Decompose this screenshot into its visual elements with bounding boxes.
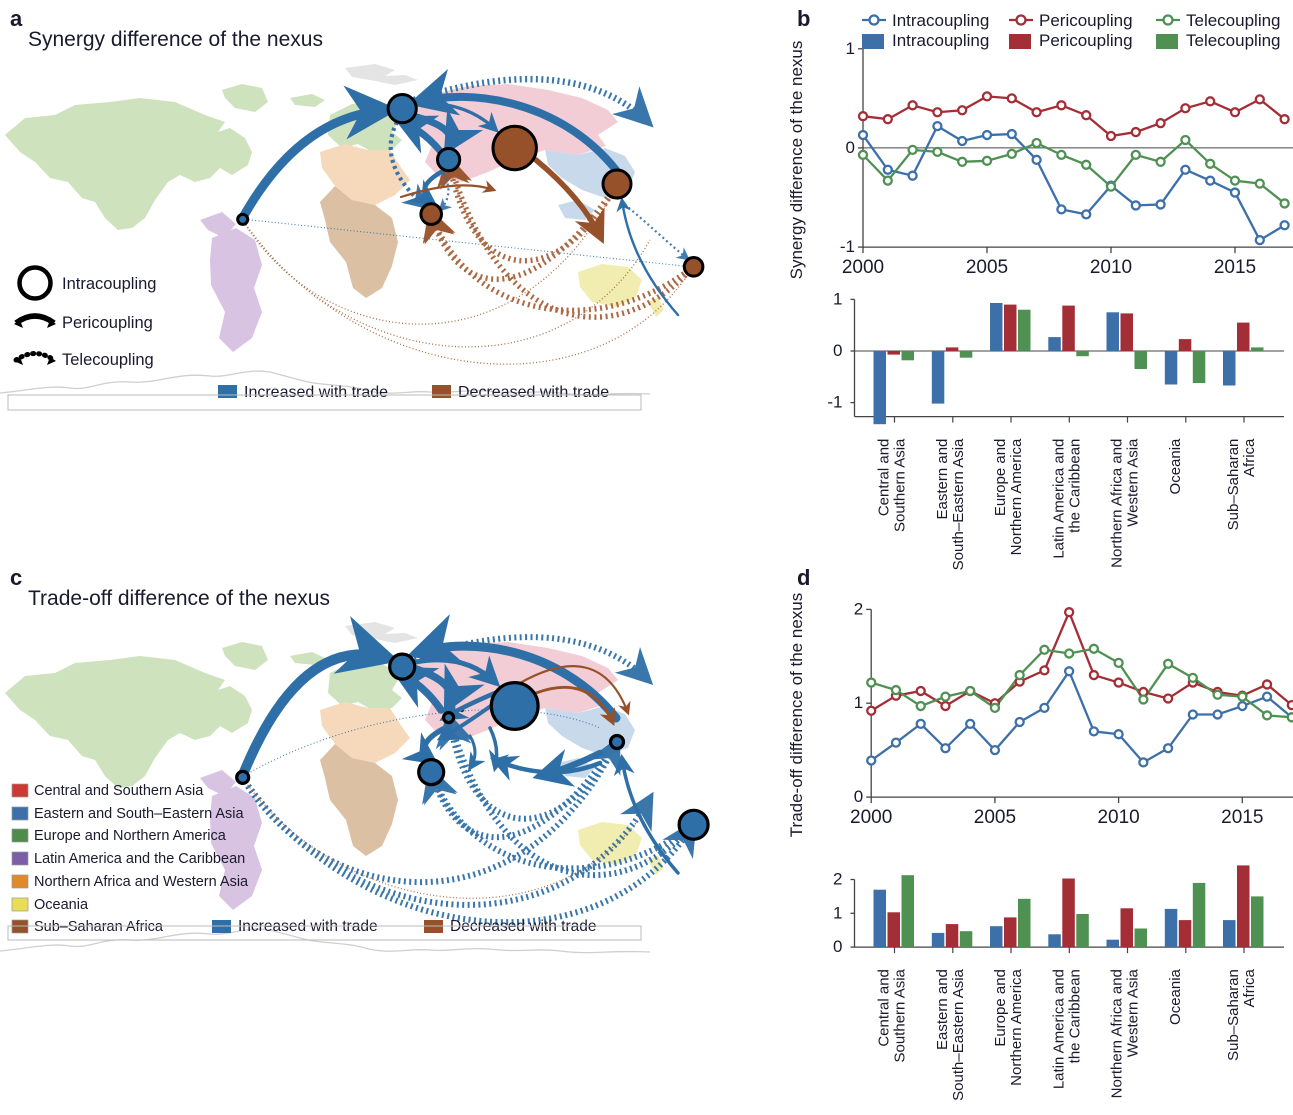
svg-text:Oceania: Oceania (1167, 438, 1184, 495)
svg-text:Central and: Central and (876, 439, 893, 517)
svg-text:Pericoupling: Pericoupling (1039, 31, 1133, 50)
svg-text:2010: 2010 (1097, 807, 1139, 828)
svg-text:Europe and: Europe and (992, 969, 1009, 1047)
svg-text:Intracoupling: Intracoupling (892, 11, 989, 30)
svg-text:Eastern and: Eastern and (934, 969, 951, 1050)
svg-text:1: 1 (854, 693, 863, 712)
svg-text:2005: 2005 (974, 807, 1016, 828)
svg-text:Sub–Saharan: Sub–Saharan (1225, 439, 1242, 531)
svg-text:2: 2 (833, 870, 842, 889)
svg-text:2015: 2015 (1221, 807, 1263, 828)
svg-text:Telecoupling: Telecoupling (1186, 31, 1281, 50)
svg-text:Africa: Africa (1241, 438, 1258, 477)
svg-text:South–Eastern Asia: South–Eastern Asia (950, 438, 967, 570)
svg-text:0: 0 (854, 787, 863, 806)
svg-text:0: 0 (833, 937, 842, 956)
svg-text:Pericoupling: Pericoupling (1039, 11, 1133, 30)
svg-text:the Caribbean: the Caribbean (1066, 439, 1083, 533)
svg-text:South–Eastern Asia: South–Eastern Asia (950, 968, 967, 1100)
svg-text:Africa: Africa (1241, 968, 1258, 1007)
svg-text:Northern America: Northern America (1008, 438, 1025, 555)
svg-text:the Caribbean: the Caribbean (1066, 969, 1083, 1063)
svg-text:1: 1 (833, 903, 842, 922)
svg-text:0: 0 (833, 341, 842, 360)
svg-text:2000: 2000 (850, 807, 892, 828)
svg-text:Northern America: Northern America (1008, 968, 1025, 1085)
svg-text:1: 1 (833, 289, 842, 308)
svg-text:Western Asia: Western Asia (1125, 968, 1142, 1057)
svg-text:2000: 2000 (842, 257, 884, 278)
svg-text:-1: -1 (827, 393, 842, 412)
svg-text:Northern Africa and: Northern Africa and (1109, 439, 1126, 568)
svg-text:2005: 2005 (966, 257, 1008, 278)
svg-text:0: 0 (846, 138, 855, 157)
svg-text:Central and: Central and (876, 969, 893, 1047)
svg-text:Europe and: Europe and (992, 439, 1009, 517)
svg-text:2: 2 (854, 599, 863, 618)
svg-text:2010: 2010 (1090, 257, 1132, 278)
svg-text:-1: -1 (840, 237, 855, 256)
svg-text:Latin America and: Latin America and (1050, 969, 1067, 1089)
svg-text:Sub–Saharan: Sub–Saharan (1225, 969, 1242, 1061)
svg-text:Eastern and: Eastern and (934, 439, 951, 520)
svg-text:Southern Asia: Southern Asia (892, 968, 909, 1062)
svg-text:Northern Africa and: Northern Africa and (1109, 969, 1126, 1098)
svg-text:1: 1 (846, 39, 855, 58)
svg-text:Western Asia: Western Asia (1125, 438, 1142, 527)
svg-text:Telecoupling: Telecoupling (1186, 11, 1281, 30)
svg-text:Oceania: Oceania (1167, 968, 1184, 1025)
svg-text:Latin America and: Latin America and (1050, 439, 1067, 559)
svg-text:2015: 2015 (1214, 257, 1256, 278)
svg-text:Intracoupling: Intracoupling (892, 31, 989, 50)
svg-text:Southern Asia: Southern Asia (892, 438, 909, 532)
